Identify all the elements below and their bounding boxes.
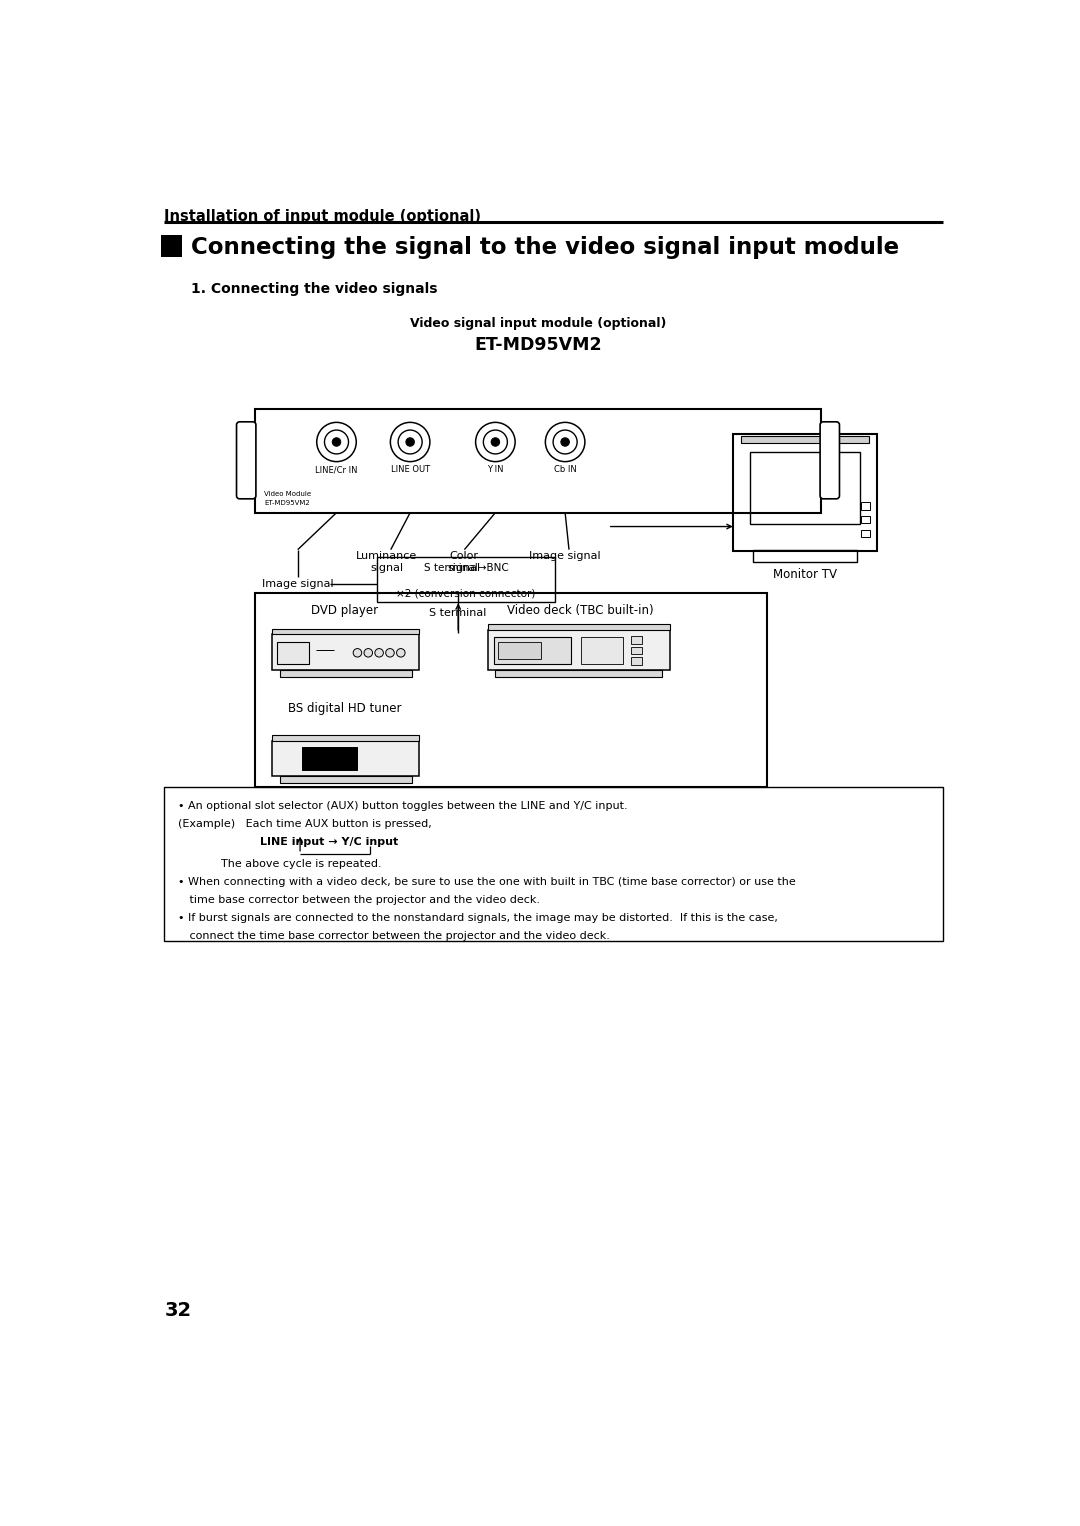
Circle shape [364, 649, 373, 658]
Bar [631, 658, 642, 665]
Text: ×2 (conversion connector): ×2 (conversion connector) [396, 589, 536, 598]
Text: time base corrector between the projector and the video deck.: time base corrector between the projecto… [186, 894, 540, 905]
Text: Y IN: Y IN [487, 465, 503, 475]
Bar [164, 787, 943, 942]
Bar [861, 502, 870, 510]
Bar [631, 636, 642, 644]
Bar [494, 636, 571, 664]
Text: BS digital HD tuner: BS digital HD tuner [287, 702, 401, 716]
Circle shape [396, 649, 405, 658]
Text: LINE/Cr IN: LINE/Cr IN [315, 465, 357, 475]
Text: Video deck (TBC built-in): Video deck (TBC built-in) [508, 604, 653, 618]
Text: • An optional slot selector (AUX) button toggles between the LINE and Y/C input.: • An optional slot selector (AUX) button… [178, 801, 629, 810]
Bar [161, 235, 183, 256]
Circle shape [399, 430, 422, 453]
Circle shape [375, 649, 383, 658]
Text: The above cycle is repeated.: The above cycle is repeated. [221, 859, 381, 868]
Text: 1. Connecting the video signals: 1. Connecting the video signals [191, 282, 437, 296]
FancyBboxPatch shape [820, 421, 839, 499]
Text: (Example)   Each time AUX button is pressed,: (Example) Each time AUX button is presse… [178, 819, 432, 829]
Text: S terminal→BNC: S terminal→BNC [423, 563, 509, 574]
Bar [280, 777, 411, 783]
Bar [631, 647, 642, 655]
Text: ET-MD95VM2: ET-MD95VM2 [474, 336, 602, 354]
Circle shape [406, 438, 415, 446]
Text: LINE input → Y/C input: LINE input → Y/C input [260, 836, 399, 847]
Text: Image signal: Image signal [262, 580, 334, 589]
Bar [861, 530, 870, 537]
Bar [741, 436, 869, 444]
Bar [280, 670, 411, 676]
Circle shape [353, 649, 362, 658]
Text: connect the time base corrector between the projector and the video deck.: connect the time base corrector between … [186, 931, 610, 942]
Text: Installation of input module (optional): Installation of input module (optional) [164, 209, 482, 224]
Bar [581, 636, 623, 664]
Text: ET-MD95VM2: ET-MD95VM2 [265, 501, 310, 507]
Text: Image signal: Image signal [529, 551, 600, 562]
Text: Connecting the signal to the video signal input module: Connecting the signal to the video signa… [191, 237, 899, 259]
Bar [751, 452, 860, 525]
Bar [733, 433, 877, 551]
Bar [272, 736, 419, 740]
Bar [272, 740, 419, 777]
Text: Monitor TV: Monitor TV [773, 568, 837, 581]
Bar [861, 516, 870, 523]
Bar [272, 635, 419, 670]
Circle shape [390, 423, 430, 462]
Circle shape [386, 649, 394, 658]
Text: 32: 32 [164, 1300, 191, 1320]
Text: Video signal input module (optional): Video signal input module (optional) [409, 317, 666, 330]
Circle shape [475, 423, 515, 462]
Bar [276, 642, 309, 664]
Circle shape [316, 423, 356, 462]
Text: Cb IN: Cb IN [554, 465, 577, 475]
Text: Luminance
signal: Luminance signal [356, 551, 418, 572]
Circle shape [545, 423, 585, 462]
Bar [377, 557, 555, 601]
Text: DVD player: DVD player [311, 604, 378, 618]
Text: Video Module: Video Module [265, 491, 311, 497]
FancyBboxPatch shape [237, 421, 256, 499]
Bar [301, 746, 357, 769]
Bar [488, 624, 670, 630]
Bar [499, 642, 541, 659]
Circle shape [561, 438, 569, 446]
Bar [488, 630, 670, 670]
Bar [255, 592, 767, 787]
Text: LINE OUT: LINE OUT [391, 465, 430, 475]
Bar [496, 670, 662, 676]
Text: • If burst signals are connected to the nonstandard signals, the image may be di: • If burst signals are connected to the … [178, 913, 779, 923]
Bar [255, 409, 821, 513]
Circle shape [324, 430, 349, 453]
Circle shape [553, 430, 577, 453]
Circle shape [484, 430, 508, 453]
Circle shape [491, 438, 500, 446]
Bar [753, 551, 858, 562]
Text: S terminal: S terminal [430, 609, 487, 618]
Text: • When connecting with a video deck, be sure to use the one with built in TBC (t: • When connecting with a video deck, be … [178, 877, 796, 887]
Text: Color
signal: Color signal [448, 551, 481, 572]
Circle shape [333, 438, 341, 446]
Bar [272, 629, 419, 635]
